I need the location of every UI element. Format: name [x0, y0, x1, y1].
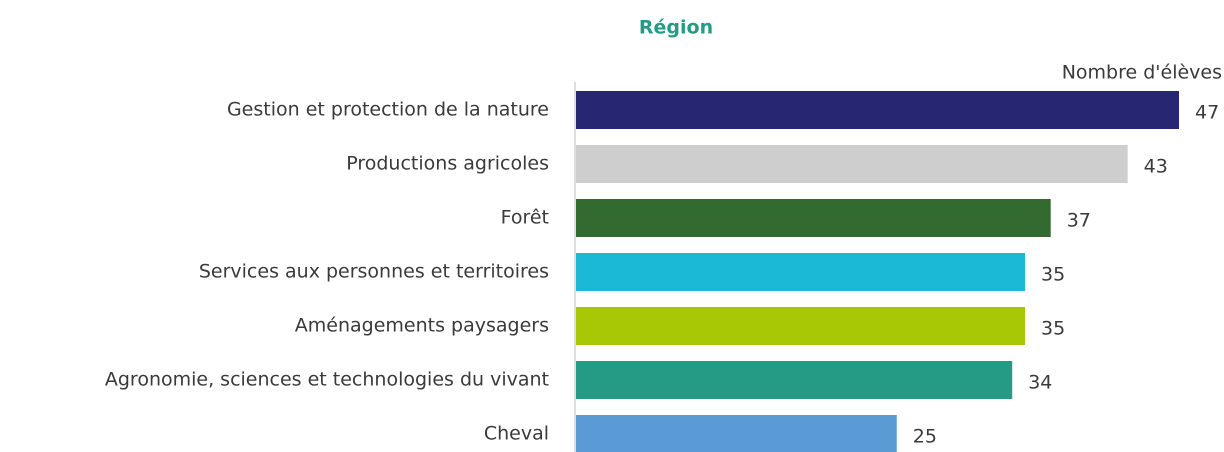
- data-label: 43: [1144, 156, 1168, 178]
- chart-title: Région: [639, 17, 713, 39]
- bar: [576, 361, 1013, 399]
- bar: [576, 199, 1051, 237]
- data-label: 37: [1067, 210, 1091, 232]
- y-tick-label: Services aux personnes et territoires: [199, 261, 549, 283]
- x-axis-label: Nombre d'élèves: [1062, 62, 1222, 84]
- y-tick-label: Productions agricoles: [346, 153, 549, 175]
- bar: [576, 253, 1026, 291]
- y-tick-label: Aménagements paysagers: [295, 315, 549, 337]
- bar: [576, 307, 1026, 345]
- data-label: 35: [1041, 264, 1065, 286]
- data-label: 47: [1195, 102, 1219, 124]
- bar: [576, 91, 1179, 129]
- data-label: 25: [913, 426, 937, 448]
- y-tick-label: Agronomie, sciences et technologies du v…: [105, 369, 549, 391]
- bar: [576, 415, 897, 452]
- y-tick-label: Gestion et protection de la nature: [227, 99, 549, 121]
- data-label: 35: [1041, 318, 1065, 340]
- bar: [576, 145, 1128, 183]
- y-tick-label: Cheval: [484, 423, 549, 445]
- data-label: 34: [1028, 372, 1052, 394]
- y-tick-label: Forêt: [501, 207, 549, 229]
